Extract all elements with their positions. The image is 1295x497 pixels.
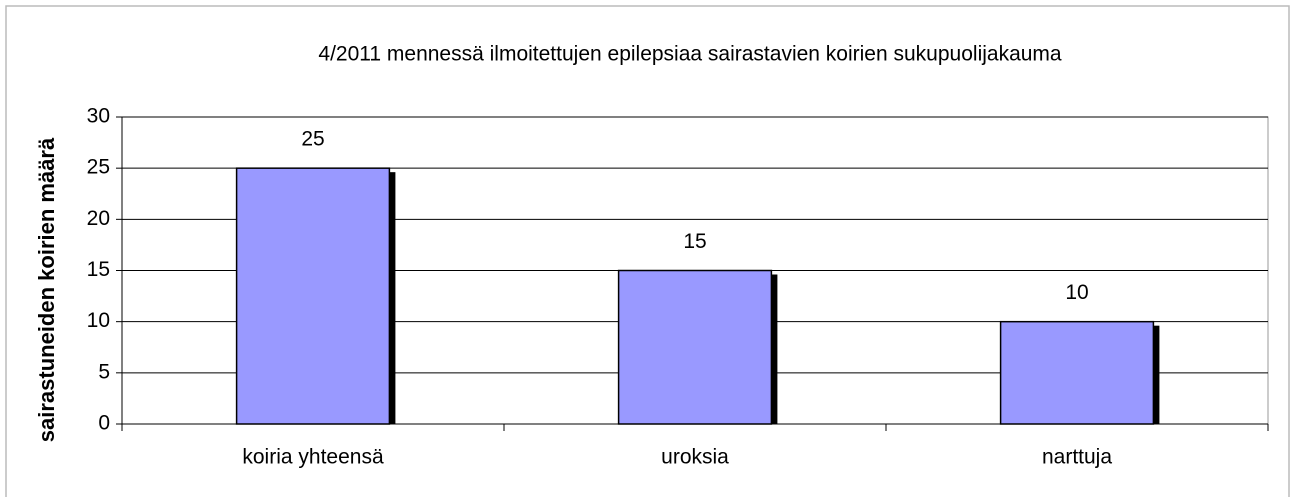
y-tick-label: 5 [98, 360, 110, 383]
chart-border [5, 5, 1290, 497]
data-label: 10 [1065, 281, 1088, 304]
y-tick-label: 10 [87, 309, 110, 332]
bar [617, 269, 773, 425]
bar [235, 167, 391, 425]
bar [999, 320, 1155, 425]
y-tick-label: 30 [87, 105, 110, 128]
chart-title: 4/2011 mennessä ilmoitettujen epilepsiaa… [318, 43, 1062, 66]
data-label: 15 [683, 230, 706, 253]
y-tick-label: 0 [98, 412, 110, 435]
y-tick-label: 15 [87, 258, 110, 281]
y-tick-label: 25 [87, 156, 110, 179]
y-axis-label: sairastuneiden koirien määrä [34, 137, 59, 442]
x-tick-label: narttuja [1042, 446, 1112, 469]
x-tick-label: koiria yhteensä [242, 446, 384, 469]
x-tick-label: uroksia [661, 446, 729, 469]
y-tick-label: 20 [87, 207, 110, 230]
data-label: 25 [301, 128, 324, 151]
